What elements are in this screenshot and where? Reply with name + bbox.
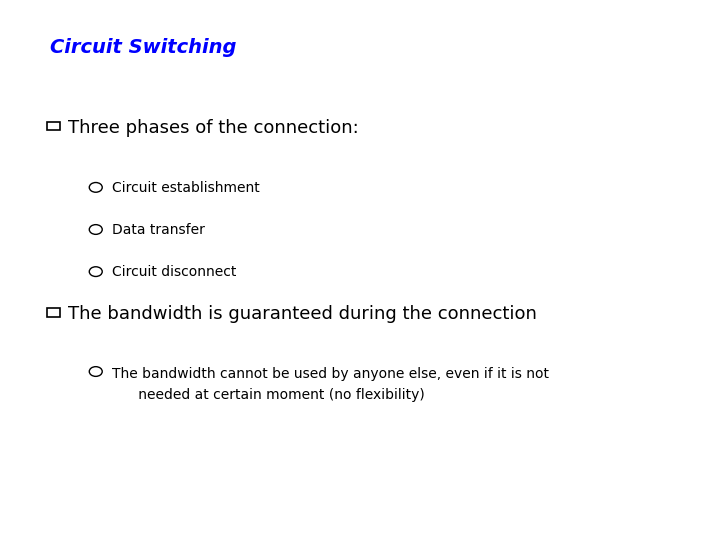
Circle shape (89, 367, 102, 376)
Circle shape (89, 267, 102, 276)
Text: Circuit disconnect: Circuit disconnect (112, 265, 236, 279)
Text: The bandwidth is guaranteed during the connection: The bandwidth is guaranteed during the c… (68, 305, 537, 323)
Text: Three phases of the connection:: Three phases of the connection: (68, 119, 359, 137)
FancyBboxPatch shape (47, 308, 60, 316)
Text: Circuit Switching: Circuit Switching (50, 38, 237, 57)
Circle shape (89, 225, 102, 234)
Circle shape (89, 183, 102, 192)
Text: Circuit establishment: Circuit establishment (112, 181, 259, 195)
FancyBboxPatch shape (47, 122, 60, 130)
Text: Data transfer: Data transfer (112, 223, 204, 237)
Text: The bandwidth cannot be used by anyone else, even if it is not
      needed at c: The bandwidth cannot be used by anyone e… (112, 367, 549, 402)
